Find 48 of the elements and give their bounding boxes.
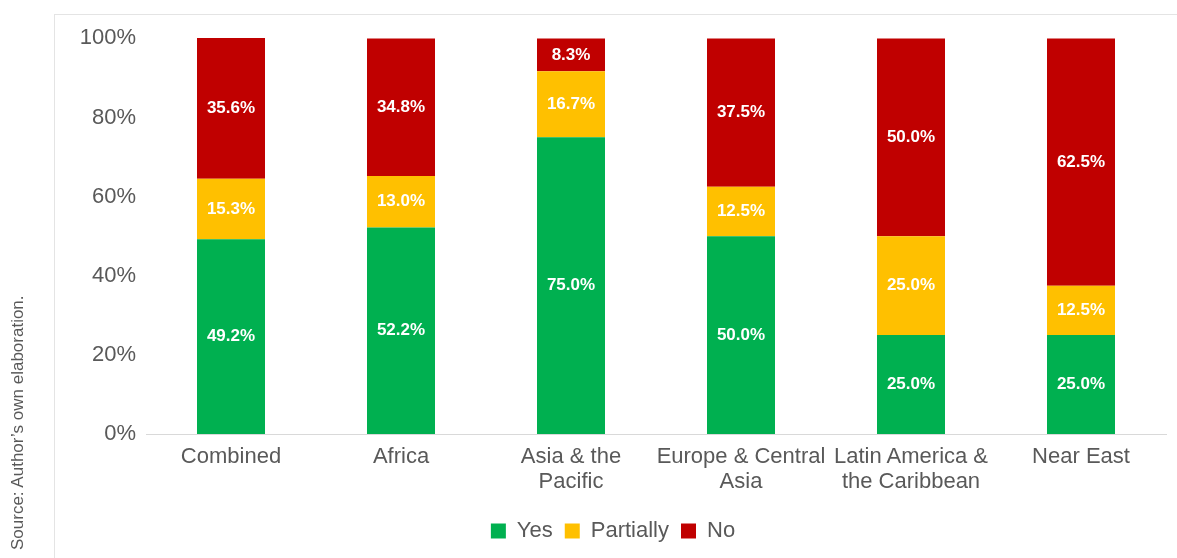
data-label: 35.6%: [206, 98, 256, 118]
data-label: 25.0%: [886, 275, 936, 295]
legend-label: Partially: [590, 517, 670, 543]
y-tick-label: 100%: [79, 24, 136, 50]
bar: [367, 227, 435, 434]
bar: [197, 38, 265, 179]
bar: [707, 236, 775, 434]
bar: [1047, 335, 1115, 434]
data-label: 75.0%: [546, 275, 596, 295]
y-tick-label: 40%: [91, 261, 136, 287]
data-label: 15.3%: [206, 198, 256, 218]
bar: [367, 38, 435, 177]
data-label: 34.8%: [376, 96, 426, 116]
source-note: Source: Author’s own elaboration.: [8, 295, 28, 550]
legend-label: Yes: [516, 517, 553, 543]
data-label: 8.3%: [551, 44, 591, 64]
bar: [877, 335, 945, 434]
bar: [707, 38, 775, 187]
x-tick-label: Near East: [1032, 442, 1130, 468]
data-label: 62.5%: [1056, 151, 1106, 171]
x-tick-label: Europe & Central Asia: [656, 442, 826, 494]
data-label: 50.0%: [716, 324, 766, 344]
bar: [1047, 38, 1115, 286]
data-label: 50.0%: [886, 126, 936, 146]
x-tick-label: Asia & the Pacific: [520, 442, 622, 494]
x-tick-label: Latin America & the Caribbean: [833, 442, 989, 494]
bar: [537, 137, 605, 434]
data-label: 12.5%: [1056, 300, 1106, 320]
y-tick-label: 60%: [91, 182, 136, 208]
x-tick-label: Africa: [372, 442, 430, 468]
data-label: 37.5%: [716, 102, 766, 122]
y-tick-label: 20%: [91, 340, 136, 366]
x-tick-label: Combined: [180, 442, 282, 468]
data-label: 25.0%: [886, 374, 936, 394]
data-label: 16.7%: [546, 93, 596, 113]
legend-label: No: [707, 517, 736, 543]
bar: [197, 178, 265, 240]
bar: [197, 239, 265, 434]
data-label: 25.0%: [1056, 374, 1106, 394]
bar: [877, 38, 945, 237]
data-label: 12.5%: [716, 201, 766, 221]
bar: [537, 71, 605, 138]
y-tick-label: 0%: [104, 420, 136, 446]
y-tick-label: 80%: [91, 103, 136, 129]
data-label: 52.2%: [376, 320, 426, 340]
data-label: 13.0%: [376, 191, 426, 211]
bar: [877, 236, 945, 336]
data-label: 49.2%: [206, 326, 256, 346]
